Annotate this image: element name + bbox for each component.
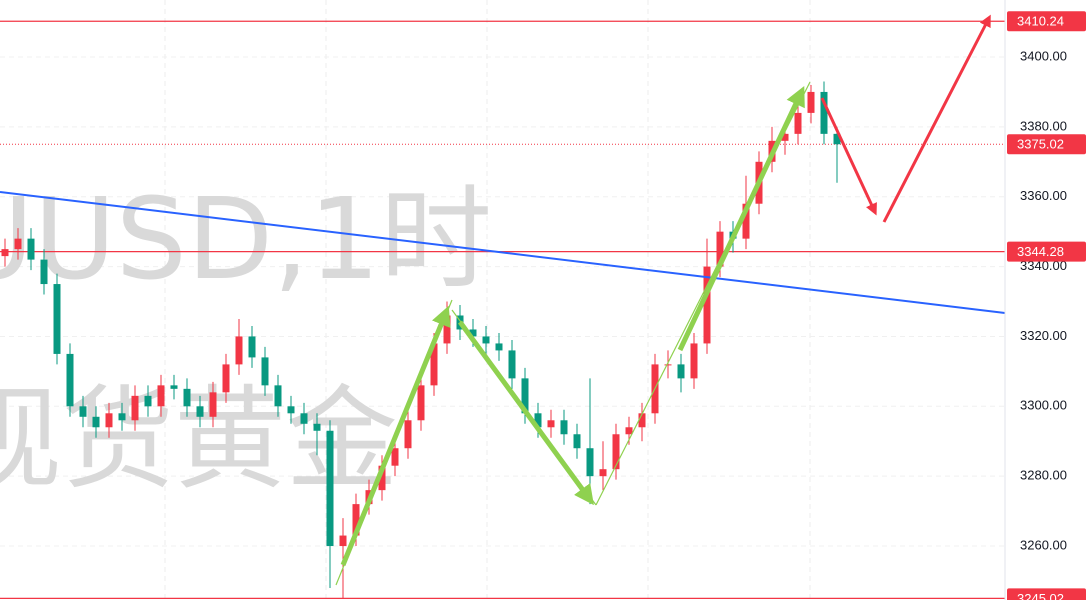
candle-body <box>352 504 360 536</box>
candle-body <box>183 388 191 407</box>
candles <box>1 81 841 599</box>
candle-body <box>287 406 295 414</box>
down-arrow <box>457 320 594 506</box>
y-tick-label: 3340.00 <box>1020 258 1067 273</box>
candle-body <box>508 350 516 379</box>
candle-body <box>495 343 503 351</box>
candle-body <box>573 434 581 449</box>
price-tag-label: 3375.02 <box>1017 137 1064 152</box>
candle-body <box>261 357 269 386</box>
candle-body <box>807 91 815 113</box>
candle-body <box>612 434 620 470</box>
watermark-name: 现货黄金 <box>0 375 398 505</box>
y-tick-label: 3380.00 <box>1020 118 1067 133</box>
candle-body <box>92 416 100 428</box>
candle-body <box>196 406 204 417</box>
y-tick-label: 3280.00 <box>1020 468 1067 483</box>
up-arrow <box>340 305 451 566</box>
candle-body <box>118 413 126 421</box>
candle-body <box>521 378 529 414</box>
trend-line <box>0 191 1005 314</box>
price-tag <box>1007 588 1086 600</box>
candle-body <box>742 203 750 239</box>
candle-body <box>430 343 438 386</box>
candle-body <box>625 427 633 435</box>
candle-body <box>131 395 139 421</box>
candle-body <box>482 336 490 344</box>
candle-body <box>586 448 594 477</box>
candle-body <box>170 385 178 389</box>
candle-body <box>79 406 87 417</box>
forecast-arrow <box>820 97 877 216</box>
candle-body <box>469 329 477 337</box>
candle-body <box>703 266 711 344</box>
price-tag-label: 3344.28 <box>1017 244 1064 259</box>
candle-body <box>547 420 555 428</box>
price-tag <box>1007 11 1086 32</box>
candle-body <box>534 413 542 428</box>
forecast-arrow <box>882 14 991 223</box>
grid <box>0 0 1005 600</box>
candle-body <box>820 91 828 134</box>
candle-body <box>391 448 399 466</box>
candle-body <box>677 364 685 379</box>
candle-body <box>404 420 412 449</box>
candle-body <box>339 535 347 547</box>
candle-body <box>599 469 607 477</box>
annotations <box>0 14 1005 586</box>
candle-body <box>716 231 724 267</box>
candle-body <box>248 336 256 358</box>
candle-body <box>443 315 451 344</box>
watermark-symbol: UUSD,1时 <box>0 175 492 305</box>
candle-body <box>300 413 308 424</box>
candle-body <box>638 413 646 428</box>
candle-body <box>40 259 48 285</box>
y-tick-label: 3360.00 <box>1020 188 1067 203</box>
price-tag-label: 3245.02 <box>1017 591 1064 600</box>
candle-body <box>664 364 672 366</box>
y-tick-label: 3320.00 <box>1020 328 1067 343</box>
price-tag <box>1007 241 1086 262</box>
candle-body <box>794 112 802 134</box>
candle-body <box>833 133 841 145</box>
candle-body <box>378 465 386 491</box>
candle-body <box>417 385 425 421</box>
y-tick-label: 3400.00 <box>1020 48 1067 63</box>
price-tag-label: 3410.24 <box>1017 14 1064 29</box>
candle-body <box>235 336 243 365</box>
candle-body <box>105 413 113 428</box>
candle-body <box>157 385 165 407</box>
candle-body <box>690 343 698 379</box>
candle-body <box>274 385 282 407</box>
y-tick-label: 3300.00 <box>1020 398 1067 413</box>
watermark: UUSD,1时 现货黄金 <box>0 175 492 505</box>
candle-body <box>144 395 152 407</box>
candle-body <box>781 133 789 141</box>
candle-body <box>53 284 61 354</box>
candle-body <box>222 364 230 393</box>
candle-body <box>1 249 9 257</box>
candle-body <box>326 430 334 547</box>
y-tick-label: 3260.00 <box>1020 537 1067 552</box>
candle-body <box>27 238 35 260</box>
axis-labels: 3260.00 3280.00 3300.00 3320.00 3340.00 3360.… <box>1007 11 1086 600</box>
price-axis <box>1005 0 1086 600</box>
candle-body <box>14 238 22 250</box>
up-arrow <box>677 85 805 352</box>
candle-body <box>66 353 74 407</box>
price-lines <box>0 20 1005 599</box>
candle-body <box>313 423 321 431</box>
candle-body <box>209 392 217 417</box>
candle-body <box>560 420 568 435</box>
price-tag <box>1007 134 1086 155</box>
